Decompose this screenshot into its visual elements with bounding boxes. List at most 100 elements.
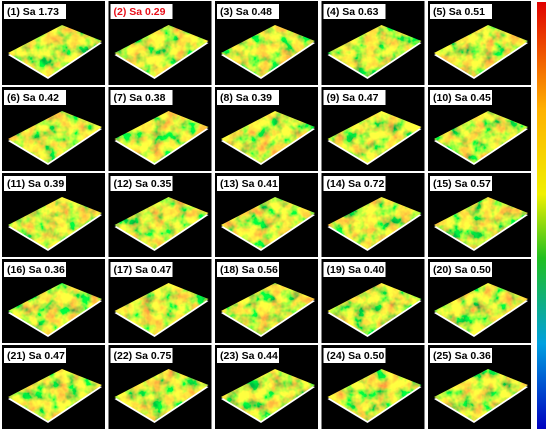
panel: (14) Sa 0.72 xyxy=(321,173,425,257)
panel-label: (19) Sa 0.40 xyxy=(327,264,385,276)
panel-label: (24) Sa 0.50 xyxy=(327,350,385,362)
surface-map xyxy=(434,197,528,249)
surface-map xyxy=(434,25,528,77)
panel: (7) Sa 0.38 xyxy=(108,87,212,171)
panel: (13) Sa 0.41 xyxy=(215,173,318,257)
surface-map xyxy=(327,283,422,335)
surface-map xyxy=(327,369,422,421)
label-box xyxy=(430,90,492,105)
panel-label: (4) Sa 0.63 xyxy=(327,6,379,18)
label-box xyxy=(217,90,279,105)
panel: (3) Sa 0.48 xyxy=(215,1,318,85)
label-box xyxy=(4,348,66,363)
surface-map xyxy=(434,369,528,421)
color-bar xyxy=(537,2,546,429)
surface-map xyxy=(114,283,209,335)
panel-label: (17) Sa 0.47 xyxy=(114,264,172,276)
panel: (24) Sa 0.50 xyxy=(321,345,425,429)
surface-map xyxy=(114,111,209,163)
label-box xyxy=(217,4,279,19)
label-box xyxy=(110,262,173,277)
surface-map xyxy=(114,25,209,77)
panel-label: (12) Sa 0.35 xyxy=(114,178,172,190)
label-box xyxy=(4,4,66,19)
panel-label: (3) Sa 0.48 xyxy=(220,6,272,18)
surface-map xyxy=(221,25,315,77)
surface-map xyxy=(114,197,209,249)
panel-label: (18) Sa 0.56 xyxy=(220,264,278,276)
panel-label: (16) Sa 0.36 xyxy=(7,264,65,276)
label-box xyxy=(323,262,386,277)
panel-label: (10) Sa 0.45 xyxy=(433,92,491,104)
panel-label: (13) Sa 0.41 xyxy=(220,178,278,190)
label-box xyxy=(217,262,279,277)
panel: (10) Sa 0.45 xyxy=(428,87,531,171)
panel: (15) Sa 0.57 xyxy=(428,173,531,257)
label-box xyxy=(430,176,492,191)
surface-map xyxy=(221,197,315,249)
label-box xyxy=(323,90,386,105)
label-box xyxy=(110,176,173,191)
panel-label: (11) Sa 0.39 xyxy=(7,178,64,190)
panel: (22) Sa 0.75 xyxy=(108,345,212,429)
panel-label: (14) Sa 0.72 xyxy=(327,178,385,190)
label-box xyxy=(430,4,492,19)
panel-label: (2) Sa 0.29 xyxy=(114,6,166,18)
surface-map xyxy=(221,283,315,335)
panel: (8) Sa 0.39 xyxy=(215,87,318,171)
label-box xyxy=(217,176,279,191)
surface-map xyxy=(327,25,422,77)
label-box xyxy=(4,262,66,277)
panel: (21) Sa 0.47 xyxy=(2,345,105,429)
panel: (11) Sa 0.39 xyxy=(2,173,105,257)
panel: (12) Sa 0.35 xyxy=(108,173,212,257)
panel-label: (6) Sa 0.42 xyxy=(7,92,59,104)
label-box xyxy=(323,348,386,363)
panel: (23) Sa 0.44 xyxy=(215,345,318,429)
surface-map xyxy=(8,111,102,163)
label-box xyxy=(323,176,386,191)
surface-map xyxy=(221,369,315,421)
panel-label: (8) Sa 0.39 xyxy=(220,92,272,104)
surface-map xyxy=(8,197,102,249)
label-box xyxy=(110,90,173,105)
panel: (19) Sa 0.40 xyxy=(321,259,425,343)
panel-label: (22) Sa 0.75 xyxy=(114,350,172,362)
surface-map xyxy=(327,111,422,163)
panel-grid: (1) Sa 1.73 (2) Sa 0.29 (3) Sa 0.48 (4) Sa … xyxy=(2,1,531,429)
panel-label: (21) Sa 0.47 xyxy=(7,350,65,362)
panel: (4) Sa 0.63 xyxy=(321,1,425,85)
surface-map xyxy=(434,111,528,163)
panel: (18) Sa 0.56 xyxy=(215,259,318,343)
label-box xyxy=(217,348,279,363)
surface-map xyxy=(8,369,102,421)
surface-map xyxy=(8,25,102,77)
panel: (25) Sa 0.36 xyxy=(428,345,531,429)
panel: (5) Sa 0.51 xyxy=(428,1,531,85)
panel-label: (23) Sa 0.44 xyxy=(220,350,278,362)
label-box xyxy=(430,348,492,363)
label-box xyxy=(430,262,492,277)
panel-label: (15) Sa 0.57 xyxy=(433,178,491,190)
panel: (16) Sa 0.36 xyxy=(2,259,105,343)
panel-label: (1) Sa 1.73 xyxy=(7,6,59,18)
surface-map xyxy=(434,283,528,335)
label-box xyxy=(4,176,66,191)
surface-map xyxy=(114,369,209,421)
surface-map xyxy=(221,111,315,163)
label-box xyxy=(110,4,173,19)
surface-map xyxy=(8,283,102,335)
panel: (17) Sa 0.47 xyxy=(108,259,212,343)
panel-label: (9) Sa 0.47 xyxy=(327,92,379,104)
label-box xyxy=(323,4,386,19)
panel: (6) Sa 0.42 xyxy=(2,87,105,171)
panel: (9) Sa 0.47 xyxy=(321,87,425,171)
label-box xyxy=(110,348,173,363)
panel-label: (5) Sa 0.51 xyxy=(433,6,485,18)
panel-label: (25) Sa 0.36 xyxy=(433,350,491,362)
panel: (20) Sa 0.50 xyxy=(428,259,531,343)
label-box xyxy=(4,90,66,105)
panel-label: (20) Sa 0.50 xyxy=(433,264,491,276)
panel: (2) Sa 0.29 xyxy=(108,1,212,85)
